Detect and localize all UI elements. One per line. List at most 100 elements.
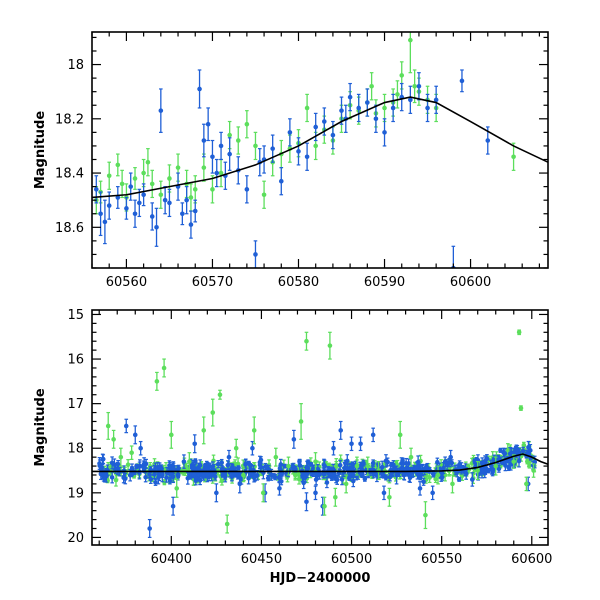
y-axis-label: Magnitude — [33, 388, 48, 467]
blue-series-point — [346, 475, 352, 481]
model-curve — [92, 96, 548, 199]
blue-series-point — [291, 429, 297, 449]
green-series-point — [296, 473, 302, 485]
top-panel-zoom: 60560 60570 60580 60590 60600 18 18.2 18.4 18.6 M… — [33, 31, 549, 290]
green-series-point — [333, 487, 338, 507]
y-tick-label: 17 — [67, 397, 84, 412]
blue-series-point — [339, 96, 344, 125]
blue-series-point — [210, 139, 215, 174]
green-series-point — [395, 80, 400, 109]
blue-series-point — [350, 474, 356, 488]
green-series-point — [167, 164, 172, 193]
green-series-point — [423, 501, 428, 530]
y-tick-label: 19 — [67, 486, 84, 501]
green-series-point — [201, 416, 207, 445]
blue-series-point — [201, 123, 207, 158]
green-series-point — [399, 61, 405, 90]
blue-series-point — [343, 459, 348, 467]
blue-series-point — [470, 472, 475, 487]
blue-series-point — [433, 85, 439, 114]
blue-series-point — [498, 447, 503, 453]
y-tick-label: 18.2 — [55, 112, 84, 127]
blue-series-point — [191, 472, 197, 479]
blue-series-point — [167, 188, 172, 218]
blue-series-point — [109, 456, 115, 470]
blue-series-point — [128, 172, 134, 201]
y-axis-label: Magnitude — [33, 111, 48, 190]
blue-series-point — [296, 137, 301, 166]
blue-series-point — [98, 191, 103, 237]
blue-series-point — [170, 496, 176, 516]
blue-series-point — [261, 145, 267, 174]
green-series-point — [475, 461, 481, 481]
green-series-point — [161, 358, 167, 378]
blue-series-point — [138, 440, 143, 456]
blue-series-point — [158, 88, 164, 133]
green-series-point — [412, 69, 417, 104]
green-series-point — [387, 487, 392, 507]
blue-series-point — [399, 82, 405, 112]
blue-series-point — [361, 459, 366, 467]
blue-series-point — [257, 460, 263, 470]
blue-series-point — [430, 485, 435, 501]
green-series-point — [115, 153, 121, 177]
green-series-point — [286, 456, 291, 476]
blue-series-point — [271, 473, 277, 479]
blue-series-point — [159, 467, 165, 483]
blue-series-point — [448, 449, 453, 465]
y-tick-label: 18.4 — [55, 167, 84, 182]
blue-series-point — [425, 93, 430, 123]
green-series-point — [210, 398, 216, 427]
green-series-point — [105, 411, 111, 440]
blue-series-point — [132, 425, 138, 445]
green-series-point — [343, 474, 349, 494]
x-tick-label: 60600 — [450, 275, 491, 290]
blue-series-point — [524, 450, 530, 458]
blue-series-point — [197, 459, 203, 472]
blue-series-point — [490, 464, 496, 476]
blue-series-point — [324, 476, 330, 489]
x-tick-label: 60580 — [278, 275, 319, 290]
green-series-point — [132, 167, 138, 190]
y-tick-label: 18.6 — [55, 221, 84, 236]
blue-series-point — [337, 459, 343, 471]
green-series-point — [235, 126, 241, 155]
blue-series-point — [153, 478, 158, 486]
blue-series-point — [456, 476, 462, 482]
green-series-point — [253, 131, 258, 161]
green-series-point — [158, 180, 164, 209]
green-series-point — [261, 180, 267, 209]
blue-series-point — [496, 464, 502, 473]
plot-area — [92, 32, 548, 268]
green-series-point — [450, 474, 455, 494]
x-tick-label: 60400 — [151, 552, 192, 567]
green-series-point — [244, 110, 250, 139]
green-series-point — [298, 403, 304, 440]
x-tick-label: 60590 — [364, 275, 405, 290]
bottom-panel-full-lightcurve: 60400 60450 60500 60550 60600 15 16 17 18 19 20 Mag… — [33, 308, 552, 586]
y-tick-label: 20 — [67, 531, 84, 546]
blue-series-point — [94, 175, 99, 204]
x-tick-label: 60570 — [192, 275, 233, 290]
green-series-point — [174, 478, 180, 498]
x-tick-label: 60600 — [511, 552, 552, 567]
blue-series-point — [215, 460, 221, 469]
x-tick-label: 60550 — [421, 552, 462, 567]
blue-series-point — [484, 454, 490, 464]
green-series-point — [273, 447, 279, 467]
green-series-point — [119, 169, 125, 199]
green-series-point — [111, 429, 116, 449]
green-series-point — [224, 514, 230, 534]
blue-series-point — [207, 462, 213, 471]
blue-series-point — [356, 93, 362, 123]
blue-series-point — [188, 210, 194, 239]
x-tick-label: 60500 — [331, 552, 372, 567]
blue-series-point — [175, 472, 181, 479]
blue-series-point — [287, 118, 293, 147]
green-series-point — [169, 420, 174, 449]
green-series-point — [524, 458, 530, 465]
green-series-point — [511, 142, 516, 171]
blue-series-point — [365, 88, 370, 117]
blue-series-point — [201, 472, 206, 481]
blue-series-point — [297, 458, 302, 464]
